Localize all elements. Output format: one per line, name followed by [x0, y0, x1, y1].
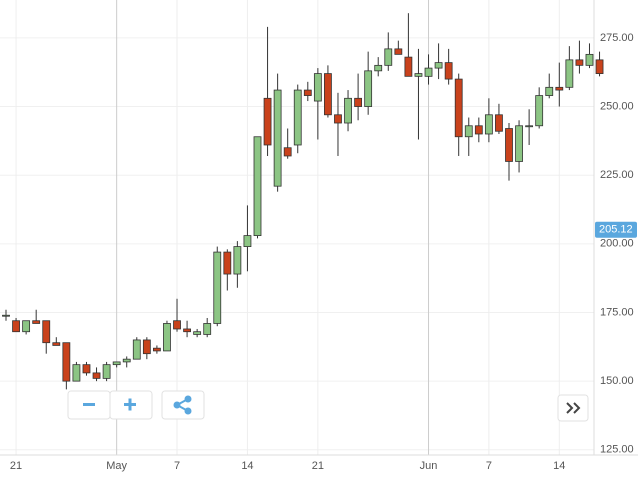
candle-body — [424, 67, 433, 77]
labels: 125.00 150.00 175.00 200.00 225.00 250.00 275.… — [10, 32, 637, 472]
candle-body — [525, 125, 534, 128]
candle-body — [535, 95, 544, 127]
x-tick-label: 21 — [312, 460, 324, 472]
candle-body — [565, 59, 574, 88]
candle-body — [142, 339, 151, 355]
y-tick-label: 250.00 — [600, 100, 634, 112]
x-tick-label: 7 — [486, 460, 492, 472]
candle-body — [253, 136, 262, 237]
candle-body — [555, 86, 564, 91]
candle-body — [585, 53, 594, 66]
candle-body — [112, 361, 121, 366]
x-tick-label: 7 — [174, 460, 180, 472]
candle-body — [364, 70, 373, 107]
candle-body — [434, 62, 443, 69]
candle-body — [243, 235, 252, 247]
candle-body — [464, 125, 473, 138]
candle-body — [163, 323, 171, 352]
x-tick-label: 14 — [241, 460, 253, 472]
candle-body — [303, 89, 312, 96]
candle-body — [233, 246, 242, 275]
candle-body — [334, 114, 342, 124]
candle-body — [324, 73, 332, 116]
candle-body — [173, 320, 181, 330]
candle-body — [474, 125, 483, 135]
candle-body — [122, 358, 131, 363]
x-tick-label: May — [106, 460, 127, 472]
scroll-right-button[interactable] — [557, 394, 589, 422]
candle-body — [72, 364, 81, 382]
candle-body — [2, 314, 10, 317]
last-price-label: 205.12 — [599, 224, 633, 236]
y-tick-label: 200.00 — [600, 238, 634, 250]
zoom-out-button[interactable] — [67, 390, 111, 420]
candle-body — [404, 56, 413, 77]
y-tick-label: 275.00 — [600, 32, 634, 44]
candle-body — [152, 347, 161, 352]
y-tick-label: 175.00 — [600, 306, 634, 318]
x-tick-label: 21 — [10, 460, 22, 472]
candle-body — [293, 89, 302, 146]
candle-body — [545, 86, 554, 96]
candle-body — [22, 320, 31, 333]
candle-body — [223, 251, 232, 275]
candle-body — [374, 64, 383, 72]
candle-body — [313, 73, 322, 102]
candle-body — [505, 128, 513, 162]
candle-body — [595, 59, 604, 74]
candle-body — [354, 97, 363, 107]
candle-body — [484, 114, 493, 135]
candle-body — [52, 342, 61, 346]
candle-body — [454, 78, 463, 138]
candles — [2, 13, 604, 390]
candle-body — [193, 331, 202, 335]
candle-body — [575, 59, 584, 66]
candle-body — [82, 364, 91, 374]
candle-body — [273, 89, 282, 187]
candle-body — [414, 73, 423, 77]
last-price-marker — [595, 221, 637, 238]
candle-body — [213, 251, 222, 324]
y-tick-label: 125.00 — [600, 444, 634, 456]
candle-body — [32, 320, 41, 324]
candle-body — [132, 339, 141, 360]
candle-body — [203, 323, 212, 335]
candle-body — [444, 62, 453, 80]
candle-body — [263, 97, 272, 146]
candle-body — [384, 48, 393, 66]
candle-body — [92, 372, 101, 379]
candle-body — [102, 364, 111, 379]
y-tick-label: 150.00 — [600, 375, 634, 387]
share-button[interactable] — [161, 390, 205, 420]
candle-body — [62, 342, 71, 382]
candle-body — [183, 328, 191, 333]
candle-body — [495, 114, 503, 132]
candle-body — [283, 147, 292, 157]
x-tick-label: Jun — [420, 460, 438, 472]
x-tick-label: 14 — [553, 460, 565, 472]
candle-body — [515, 125, 523, 162]
candle-body — [344, 97, 352, 124]
zoom-in-button[interactable] — [109, 390, 153, 420]
candle-body — [394, 48, 403, 55]
y-tick-label: 225.00 — [600, 169, 634, 181]
candle-body — [42, 320, 51, 344]
candle-body — [12, 320, 20, 333]
